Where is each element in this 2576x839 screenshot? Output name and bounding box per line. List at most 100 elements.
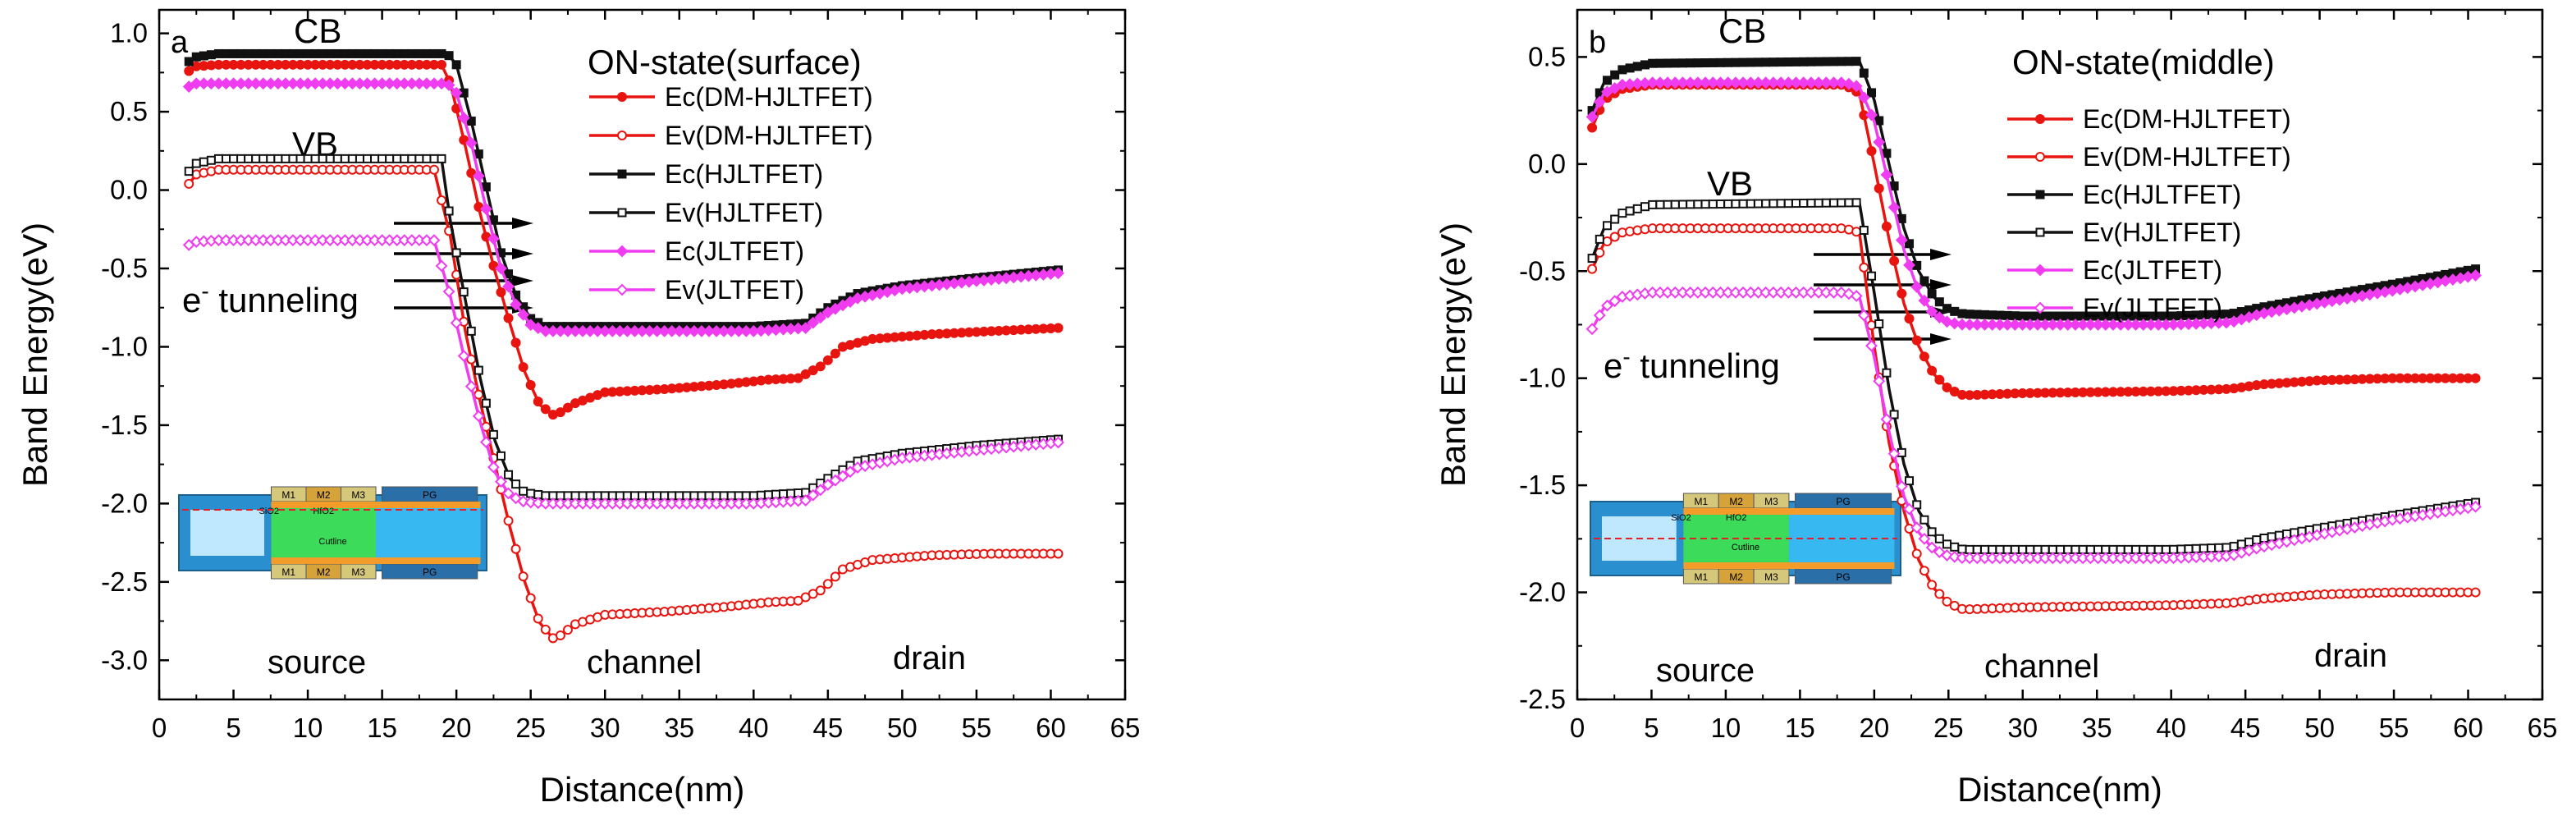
data-point bbox=[822, 579, 833, 589]
inset-hfo2 bbox=[1683, 562, 1895, 569]
data-point bbox=[1052, 267, 1064, 280]
vb-label: VB bbox=[1707, 164, 1753, 203]
data-point bbox=[295, 48, 305, 58]
data-point bbox=[400, 154, 410, 163]
data-point bbox=[1663, 199, 1672, 209]
data-point bbox=[332, 154, 342, 163]
data-point bbox=[1837, 57, 1846, 66]
data-point bbox=[407, 48, 417, 58]
data-point bbox=[213, 48, 223, 58]
inset-gate-label: M2 bbox=[1729, 571, 1743, 583]
data-point bbox=[1829, 57, 1839, 66]
y-tick-label: 0.0 bbox=[110, 175, 148, 205]
data-point bbox=[1783, 57, 1793, 66]
data-point bbox=[392, 154, 402, 163]
data-point bbox=[377, 154, 387, 163]
legend-label: Ev(HJLTFET) bbox=[665, 198, 823, 227]
x-axis-label: Distance(nm) bbox=[540, 770, 745, 809]
data-point bbox=[1678, 199, 1688, 209]
data-point bbox=[2002, 310, 2012, 320]
data-point bbox=[1934, 534, 1944, 543]
data-point bbox=[437, 59, 447, 70]
inset-hfo2-label: HfO2 bbox=[313, 507, 334, 516]
data-point bbox=[370, 48, 380, 58]
x-tick-label: 30 bbox=[590, 713, 620, 743]
data-point bbox=[466, 117, 476, 126]
data-point bbox=[451, 60, 461, 70]
data-point bbox=[229, 48, 239, 58]
data-point bbox=[1889, 181, 1899, 191]
data-point bbox=[510, 298, 522, 311]
x-tick-label: 45 bbox=[812, 713, 843, 743]
data-point bbox=[1925, 305, 1938, 318]
data-point bbox=[1776, 199, 1786, 209]
data-point bbox=[1934, 589, 1945, 599]
data-point bbox=[184, 178, 194, 189]
inset-source bbox=[190, 510, 264, 556]
data-point bbox=[1601, 85, 1613, 99]
legend-entry: Ev(DM-HJLTFET) bbox=[2007, 142, 2291, 172]
data-point bbox=[1617, 65, 1627, 75]
legend-label: Ev(JLTFET) bbox=[665, 275, 804, 305]
plot-frame bbox=[158, 8, 1127, 701]
data-point bbox=[1723, 199, 1733, 209]
legend-marker bbox=[2035, 227, 2045, 237]
drain-label: drain bbox=[893, 640, 966, 676]
data-point bbox=[325, 48, 335, 58]
data-point bbox=[1617, 209, 1627, 218]
y-axis-label: Band Energy(eV) bbox=[16, 222, 54, 487]
data-point bbox=[474, 149, 483, 159]
data-point bbox=[1587, 122, 1598, 133]
panel-label: a bbox=[171, 25, 189, 60]
data-point bbox=[347, 154, 357, 163]
data-point bbox=[518, 362, 528, 373]
inset-gate-label: M1 bbox=[281, 489, 295, 501]
data-point bbox=[474, 389, 484, 400]
data-point bbox=[524, 496, 538, 509]
data-point bbox=[1904, 314, 1915, 324]
y-tick-label: 0.5 bbox=[1528, 41, 1566, 71]
data-point bbox=[1595, 234, 1604, 244]
y-tick-label: -0.5 bbox=[1519, 255, 1566, 286]
cb-label: CB bbox=[294, 11, 341, 50]
data-point bbox=[1609, 232, 1620, 242]
inset-gate-label: M3 bbox=[351, 566, 365, 578]
legend-label: Ec(DM-HJLTFET) bbox=[2083, 104, 2291, 134]
data-point bbox=[466, 167, 477, 178]
tunneling-rest: tunneling bbox=[209, 281, 359, 319]
data-point bbox=[1942, 382, 1952, 392]
data-point bbox=[1700, 199, 1710, 209]
data-point bbox=[229, 154, 239, 163]
data-point bbox=[1829, 198, 1839, 208]
data-point bbox=[836, 470, 849, 483]
data-point bbox=[1791, 199, 1801, 209]
data-point bbox=[495, 262, 507, 275]
series-Ec(JLTFET) bbox=[1585, 76, 2482, 331]
data-point bbox=[1783, 199, 1793, 209]
data-point bbox=[1933, 311, 1946, 323]
data-point bbox=[814, 484, 827, 497]
data-point bbox=[533, 613, 543, 624]
data-point bbox=[496, 451, 506, 461]
data-point bbox=[318, 48, 327, 58]
series-Ec(JLTFET) bbox=[182, 77, 1064, 337]
legend-entry: Ec(JLTFET) bbox=[589, 236, 804, 266]
series-Ev(DM-HJLTFET) bbox=[1587, 223, 2481, 615]
data-point bbox=[1678, 58, 1688, 68]
x-tick-label: 15 bbox=[1785, 713, 1815, 743]
data-point bbox=[1857, 91, 1870, 104]
data-point bbox=[184, 57, 194, 66]
data-point bbox=[1867, 88, 1877, 98]
data-point bbox=[1850, 290, 1863, 302]
data-point bbox=[1889, 255, 1900, 266]
data-point bbox=[457, 350, 470, 362]
data-point bbox=[1912, 500, 1922, 510]
data-point bbox=[1874, 319, 1884, 328]
data-point bbox=[1640, 60, 1649, 70]
data-point bbox=[562, 402, 573, 413]
data-point bbox=[472, 169, 485, 182]
inset-gate-label: M1 bbox=[281, 566, 295, 578]
legend-label: Ev(DM-HJLTFET) bbox=[2083, 142, 2291, 172]
drain-label: drain bbox=[2314, 638, 2387, 674]
data-point bbox=[1746, 57, 1755, 67]
